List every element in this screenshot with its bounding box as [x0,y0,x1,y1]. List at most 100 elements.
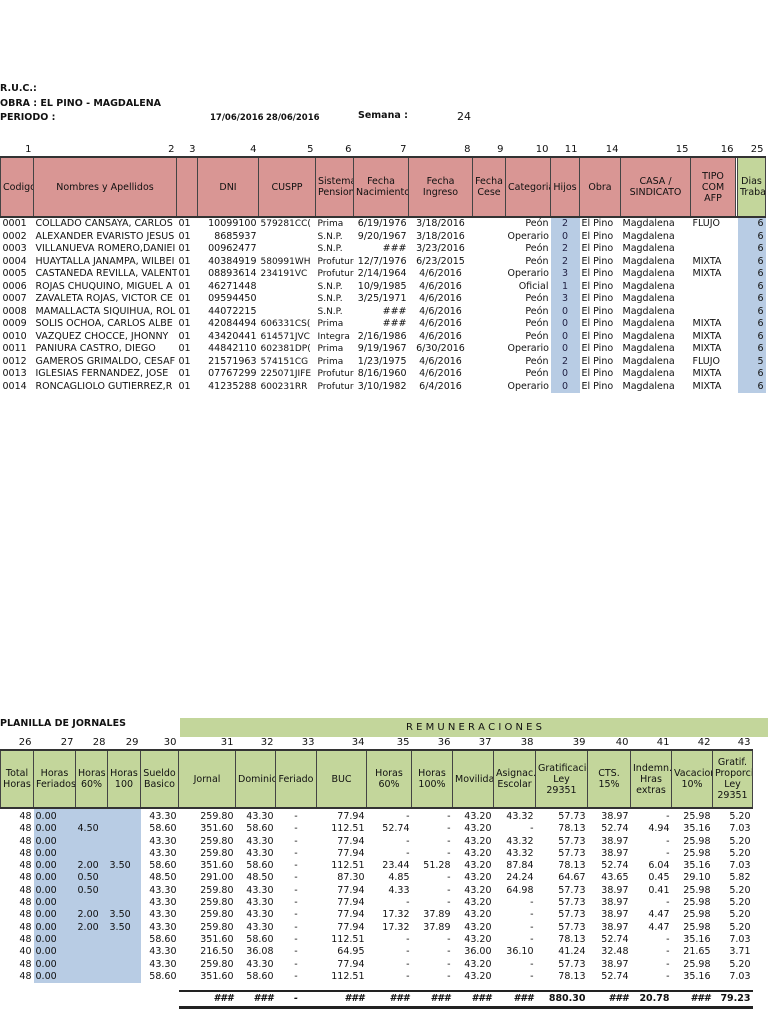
table-cell: 0003 [2,243,27,254]
column-header: TIPO COM AFP [690,157,736,217]
column-number: 30 [163,737,177,748]
column-number: 39 [572,737,586,748]
table-cell: - [530,823,534,835]
table-cell: 0010 [2,330,27,342]
table-cell: 614571JVC [260,331,310,342]
table-cell: 6/4/2016 [419,380,462,392]
table-cell: 21.65 [683,946,711,958]
table-cell [473,256,506,269]
table-cell: 43.30 [149,884,177,896]
table-cell: 51.28 [423,860,451,872]
table-cell: Peón [525,305,549,317]
table-cell: 37.89 [423,909,451,921]
column-header: Horas 60% [75,750,108,808]
table-cell: 36.10 [506,946,534,958]
table-cell: 0.50 [75,872,108,885]
table-cell: 77.94 [337,811,365,822]
table-cell: 35.16 [683,933,711,945]
table-cell: HUAYTALLA JANAMPA, WILBEI [35,255,175,267]
table-row: 0004 HUAYTALLA JANAMPA, WILBEI 01 40384919 5… [1,255,766,269]
table-cell: Peón [525,330,549,342]
total-cell: ### [411,990,453,1009]
table-cell: - [447,897,451,909]
column-number: 7 [400,144,407,155]
column-header: DNI [197,157,259,217]
table-cell: El Pino [581,330,614,342]
table-cell: Magdalena [622,380,675,392]
table-cell: 64.67 [558,872,586,884]
fecha-inicio: 17/06/2016 [210,113,264,123]
table-cell: - [294,823,298,835]
table-cell: 42084494 [208,318,257,329]
table-cell: - [294,884,298,896]
table-cell: IGLESIAS FERNANDEZ, JOSE [35,368,169,379]
table-cell: - [530,970,534,982]
column-number: 35 [396,737,410,748]
table-cell: 52.74 [601,933,629,945]
column-number: 16 [720,144,734,155]
table-cell: 48 [19,958,32,970]
table-cell [107,872,141,885]
table-cell: 43.20 [464,860,492,872]
table-cell: 6 [737,268,766,281]
table-cell: 2/14/1964 [357,268,407,279]
table-cell: 25.98 [683,958,711,970]
table-cell: El Pino [581,380,614,392]
table-cell: 5.20 [729,811,751,822]
total-cell: 79.23 [712,990,753,1009]
table-cell: 57.73 [558,958,586,970]
table-cell: 38.97 [601,909,629,921]
table-cell: 259.80 [200,958,234,970]
table-cell: 4.94 [648,823,670,835]
table-cell: El Pino [581,318,614,329]
table-cell: PANIURA CASTRO, DIEGO [35,343,156,354]
table-row: 0003 VILLANUEVA ROMERO,DANIEI 01 00962477 S.… [1,243,766,256]
table-cell: 0.00 [33,958,76,971]
table-cell: 64.98 [506,884,534,896]
table-cell: Operario [507,343,549,354]
table-row: 0014 RONCAGLIOLO GUTIERREZ,R 01 41235288 600… [1,380,766,393]
table-cell: 43.30 [246,958,274,970]
table-cell: 6/19/1976 [357,218,407,229]
table-cell [107,946,141,959]
table-cell: El Pino [581,343,614,354]
table-cell: 259.80 [200,847,234,859]
table-cell: 6/30/2016 [416,343,465,354]
table-cell: 43.20 [464,958,492,970]
table-cell: VILLANUEVA ROMERO,DANIEI [35,243,176,254]
table-cell: Magdalena [622,318,675,329]
total-cell: 880.30 [535,990,588,1009]
table-cell: 57.73 [558,835,586,847]
table-cell: 5.20 [729,835,751,847]
table-cell: 01 [178,280,191,292]
table-row: 0013 IGLESIAS FERNANDEZ, JOSE 01 07767299 22… [1,368,766,381]
table-cell: 3 [550,268,580,281]
table-cell: 57.73 [558,811,586,822]
table-cell: Magdalena [622,230,675,242]
column-number: 36 [437,737,451,748]
column-header: Total Horas [0,750,34,808]
table-cell: 43.30 [246,921,274,933]
table-cell: COLLADO CANSAYA, CARLOS [35,218,173,229]
table-cell: 25.98 [683,884,711,896]
table-cell: 0013 [2,368,27,379]
table-cell: ### [382,305,407,317]
table-cell: 48 [19,823,32,835]
table-cell [691,306,736,319]
table-cell: 64.95 [337,946,365,958]
table-cell [259,306,316,319]
table-cell: 0.00 [33,808,76,824]
table-cell: 43.30 [149,946,177,958]
table-cell: ### [382,243,407,254]
table-cell: El Pino [581,230,614,242]
table-row: 48 0.00 43.30 259.80 43.30 - 77.94 - - 43.20 - 57.7… [1,958,753,971]
table-row: 0012 GAMEROS GRIMALDO, CESAF 01 21571963 574… [1,355,766,368]
table-cell: 43.30 [149,897,177,909]
table-cell: 32.48 [601,946,629,958]
table-cell: 43.65 [601,872,629,884]
header-row: Total Horas Horas Feriados Horas 60% Horas … [0,750,753,808]
table-cell: 112.51 [331,970,365,982]
table-cell: 43.20 [464,872,492,884]
table-cell: - [406,933,410,945]
table-cell: El Pino [581,243,614,254]
